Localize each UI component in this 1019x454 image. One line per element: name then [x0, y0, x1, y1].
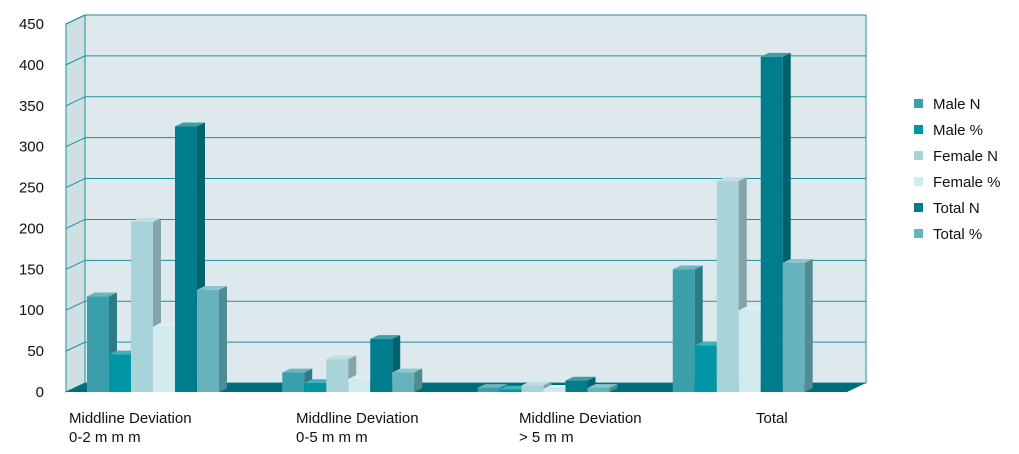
bar-side [609, 384, 618, 392]
legend-swatch [914, 229, 923, 238]
gridline-side [65, 300, 86, 311]
bar-top [565, 376, 596, 381]
bar-front [565, 380, 588, 392]
y-tick-label: 100 [19, 302, 44, 319]
legend-label: Total % [933, 226, 982, 243]
plot-side-wall [65, 14, 86, 393]
bar-top [521, 381, 552, 386]
bar-top [392, 368, 423, 373]
bar-side [414, 368, 423, 392]
gridline-side [65, 259, 86, 270]
bar-front [87, 296, 109, 392]
y-tick-label: 150 [19, 261, 44, 278]
bar-front [543, 388, 566, 392]
legend-label: Total N [933, 200, 980, 217]
gridline-side [65, 341, 86, 352]
gridline-side [65, 55, 86, 66]
bar [197, 285, 227, 392]
y-tick-label: 0 [36, 384, 44, 401]
legend-swatch [914, 151, 923, 160]
bar-front [175, 126, 197, 392]
bar-top [716, 177, 747, 182]
legend-swatch [914, 99, 923, 108]
legend-label: Male % [933, 122, 983, 139]
bar-top [370, 335, 401, 339]
bar-top [326, 355, 357, 360]
legend-swatch [914, 177, 923, 186]
legend-swatch [914, 125, 923, 134]
bar-front [197, 289, 219, 392]
bar-top [175, 122, 205, 127]
bar-side [219, 285, 227, 392]
x-category-line: Total [756, 410, 788, 427]
bar-front [694, 345, 717, 392]
y-tick-label: 200 [19, 220, 44, 237]
bar-front [738, 310, 761, 392]
y-axis-ticks: 0 50 100 150 200 250 300 350 400 450 [19, 16, 44, 401]
gridline-side [65, 137, 86, 148]
bar [587, 384, 618, 392]
x-category-label: Total [756, 410, 788, 427]
bar-front [392, 372, 415, 392]
bar [716, 177, 747, 392]
x-category-line: Middline Deviation [69, 410, 192, 427]
bar-top [131, 218, 161, 222]
bar-top [782, 259, 813, 263]
bar-front [587, 387, 610, 392]
x-category-line: Middline Deviation [519, 410, 642, 427]
x-category-line: > 5 m m [519, 429, 574, 446]
bar-front [716, 181, 739, 392]
x-category-label: Middline Deviation 0-5 m m m [296, 410, 419, 446]
bars [87, 52, 813, 392]
bar-front [348, 378, 371, 392]
y-tick-label: 300 [19, 139, 44, 156]
bar-top [587, 384, 618, 388]
bar-top [87, 292, 117, 297]
gridline-side [65, 96, 86, 107]
x-category-label: Middline Deviation 0-2 m m m [69, 410, 192, 446]
bar-front [370, 338, 393, 392]
bar-front [109, 354, 131, 392]
x-category-line: 0-5 m m m [296, 429, 368, 446]
bar-top [477, 384, 508, 388]
x-category-label: Middline Deviation > 5 m m [519, 410, 642, 446]
bar-top [197, 285, 227, 290]
bar-front [326, 359, 349, 392]
bar-front [499, 389, 522, 392]
y-tick-label: 50 [27, 343, 44, 360]
bar-front [153, 326, 175, 392]
bar-front [782, 262, 805, 392]
x-category-line: 0-2 m m m [69, 429, 141, 446]
y-tick-label: 450 [19, 16, 44, 33]
bar-top [282, 368, 313, 373]
bar [782, 259, 813, 392]
bar-front [521, 385, 544, 392]
legend-swatch [914, 203, 923, 212]
y-tick-label: 400 [19, 57, 44, 74]
legend-label: Female N [933, 148, 998, 165]
bar-front [672, 269, 695, 392]
legend-label: Female % [933, 174, 1001, 191]
bar [392, 368, 423, 392]
bar-front [760, 56, 783, 392]
bar-front [282, 372, 305, 392]
bar-front [477, 387, 500, 392]
gridline-side [65, 178, 86, 189]
bar-top [672, 265, 703, 270]
y-tick-label: 350 [19, 98, 44, 115]
plot-floor [66, 383, 866, 392]
gridline-side [65, 14, 86, 25]
bar-front [304, 383, 327, 392]
legend: Male N Male % Female N Female % Total N Total… [914, 96, 1001, 243]
legend-label: Male N [933, 96, 981, 113]
y-tick-label: 250 [19, 180, 44, 197]
x-category-line: Middline Deviation [296, 410, 419, 427]
gridline-side [65, 218, 86, 229]
bar-top [760, 52, 791, 57]
bar-front [131, 221, 153, 392]
bar-side [804, 259, 813, 392]
